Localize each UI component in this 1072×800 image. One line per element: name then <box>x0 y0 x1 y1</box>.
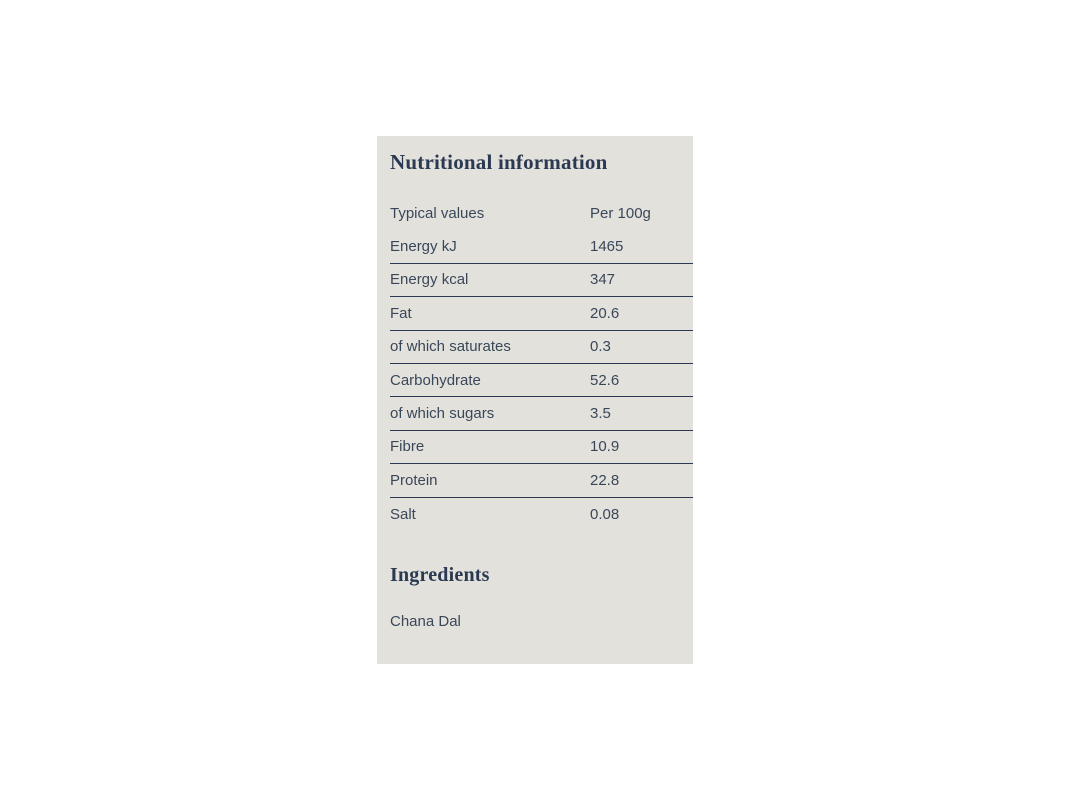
table-row: Protein 22.8 <box>390 464 693 498</box>
nutrient-value: 347 <box>590 271 616 289</box>
nutrient-value: 0.3 <box>590 338 611 356</box>
nutrition-table: Typical values Per 100g Energy kJ 1465 E… <box>390 197 693 531</box>
ingredients-heading: Ingredients <box>390 563 490 586</box>
nutrient-label: Fibre <box>390 438 425 456</box>
nutrient-label: Fat <box>390 304 412 322</box>
nutrient-value: 0.08 <box>590 505 620 523</box>
table-row: Salt 0.08 <box>390 498 693 531</box>
nutrient-value: 22.8 <box>590 471 620 489</box>
table-row: Fat 20.6 <box>390 297 693 331</box>
nutrient-label: of which saturates <box>390 338 511 356</box>
table-row: of which saturates 0.3 <box>390 331 693 364</box>
nutrient-value: 20.6 <box>590 304 620 322</box>
table-row: Carbohydrate 52.6 <box>390 364 693 398</box>
nutrient-label: Salt <box>390 505 416 523</box>
table-header-row: Typical values Per 100g <box>390 197 693 230</box>
table-header-label: Typical values <box>390 205 485 223</box>
nutrient-label: Energy kJ <box>390 238 457 256</box>
table-header-value: Per 100g <box>590 205 651 223</box>
nutrient-label: Energy kcal <box>390 271 469 289</box>
nutritional-information-title: Nutritional information <box>390 150 608 174</box>
nutrient-value: 52.6 <box>590 371 620 389</box>
nutrition-panel: Nutritional information Typical values P… <box>377 136 693 664</box>
ingredients-list: Chana Dal <box>390 612 461 630</box>
table-row: Energy kJ 1465 <box>390 230 693 264</box>
nutrient-value: 1465 <box>590 238 624 256</box>
table-row: Fibre 10.9 <box>390 431 693 465</box>
table-row: of which sugars 3.5 <box>390 397 693 431</box>
nutrient-label: Carbohydrate <box>390 371 481 389</box>
nutrient-value: 3.5 <box>590 405 611 423</box>
nutrient-label: Protein <box>390 471 438 489</box>
table-row: Energy kcal 347 <box>390 264 693 298</box>
nutrient-label: of which sugars <box>390 405 495 423</box>
nutrient-value: 10.9 <box>590 438 620 456</box>
